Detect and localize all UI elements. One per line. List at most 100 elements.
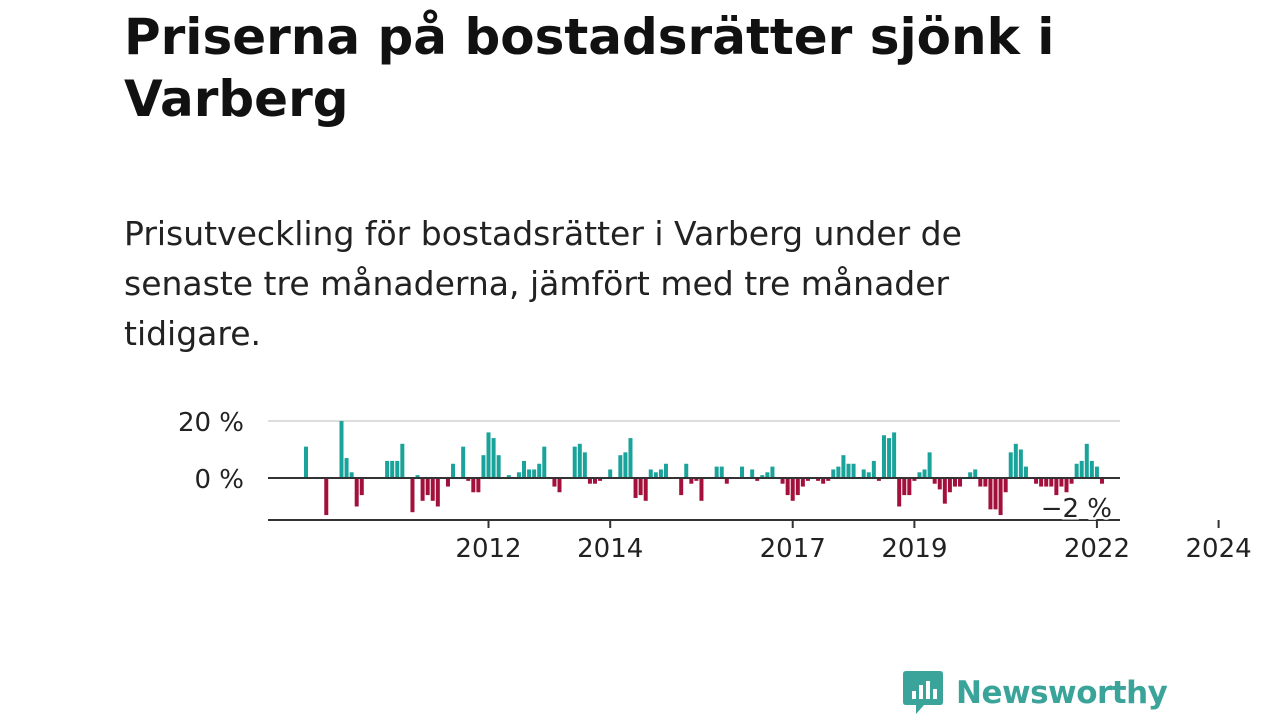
bar bbox=[821, 478, 826, 484]
bar bbox=[947, 478, 952, 493]
latest-value-annotation: −2 % bbox=[1041, 494, 1112, 524]
bar bbox=[552, 478, 557, 487]
bar bbox=[324, 478, 329, 516]
bar bbox=[400, 443, 405, 478]
bar bbox=[897, 478, 902, 507]
bar bbox=[476, 478, 481, 493]
bar bbox=[689, 478, 694, 484]
chart-title: Priserna på bostadsrätter sjönk i Varber… bbox=[124, 8, 1055, 128]
bar bbox=[876, 478, 881, 481]
bar bbox=[542, 446, 547, 478]
bar bbox=[435, 478, 440, 507]
bar bbox=[724, 478, 729, 484]
bar bbox=[1084, 443, 1089, 478]
bar bbox=[471, 478, 476, 493]
bar bbox=[998, 478, 1003, 516]
newsworthy-logo-text: Newsworthy bbox=[956, 675, 1168, 711]
bar bbox=[1059, 478, 1064, 487]
bar bbox=[628, 438, 633, 478]
bar bbox=[892, 432, 897, 478]
bar bbox=[1094, 466, 1099, 478]
bar bbox=[861, 469, 866, 478]
x-tick-label: 2024 bbox=[1186, 534, 1252, 564]
bar bbox=[572, 446, 577, 478]
bar bbox=[623, 452, 628, 478]
bar bbox=[359, 478, 364, 496]
bar bbox=[445, 478, 450, 487]
bar bbox=[1074, 463, 1079, 478]
y-tick-label: 0 % bbox=[194, 465, 244, 495]
x-tick-label: 2012 bbox=[455, 534, 521, 564]
bar bbox=[1064, 478, 1069, 493]
newsworthy-logo: Newsworthy bbox=[902, 670, 1168, 716]
x-tick-label: 2022 bbox=[1064, 534, 1130, 564]
bar bbox=[537, 463, 542, 478]
bar bbox=[922, 469, 927, 478]
bar bbox=[638, 478, 643, 496]
x-tick-label: 2019 bbox=[881, 534, 947, 564]
bar bbox=[557, 478, 562, 493]
bar bbox=[993, 478, 998, 510]
bar bbox=[770, 466, 775, 478]
bar bbox=[983, 478, 988, 487]
bar bbox=[719, 466, 724, 478]
bar bbox=[968, 472, 973, 478]
bar bbox=[851, 463, 856, 478]
bar bbox=[1003, 478, 1008, 493]
bar bbox=[1049, 478, 1054, 487]
bar bbox=[598, 478, 603, 481]
bar bbox=[826, 478, 831, 481]
bar bbox=[633, 478, 638, 498]
bar bbox=[917, 472, 922, 478]
bar bbox=[415, 475, 420, 478]
bar bbox=[582, 452, 587, 478]
bar bbox=[831, 469, 836, 478]
bar bbox=[410, 478, 415, 513]
bar bbox=[496, 455, 501, 478]
bar bbox=[694, 478, 699, 481]
bar bbox=[1054, 478, 1059, 496]
bar bbox=[608, 469, 613, 478]
bar bbox=[592, 478, 597, 484]
bar bbox=[836, 466, 841, 478]
bar bbox=[755, 478, 760, 481]
bar bbox=[466, 478, 471, 481]
bar bbox=[304, 446, 308, 478]
bar bbox=[679, 478, 684, 496]
bar bbox=[486, 432, 491, 478]
bar bbox=[577, 443, 582, 478]
bar bbox=[618, 455, 623, 478]
bar bbox=[648, 469, 653, 478]
bars bbox=[304, 421, 1104, 516]
bar bbox=[866, 472, 871, 478]
bar bbox=[932, 478, 937, 484]
bar bbox=[973, 469, 978, 478]
bar bbox=[354, 478, 359, 507]
bar bbox=[430, 478, 435, 501]
bar bbox=[714, 466, 719, 478]
bar bbox=[978, 478, 983, 487]
bar bbox=[958, 478, 963, 487]
bar bbox=[841, 455, 846, 478]
bar bbox=[1023, 466, 1028, 478]
bar-chart: 0 % 20 % 2012 2014 2017 2019 2022 2024 −2 % bbox=[178, 408, 1252, 564]
bar bbox=[907, 478, 912, 496]
bar bbox=[740, 466, 745, 478]
bar bbox=[881, 435, 886, 478]
chart-subtitle: Prisutveckling för bostadsrätter i Varbe… bbox=[124, 214, 962, 353]
bar bbox=[1099, 478, 1104, 484]
bar bbox=[1079, 460, 1084, 478]
bar bbox=[790, 478, 795, 501]
bar bbox=[506, 475, 511, 478]
bar bbox=[390, 460, 395, 478]
bar bbox=[765, 472, 770, 478]
y-tick-label: 20 % bbox=[178, 408, 244, 438]
bar bbox=[339, 421, 344, 478]
bar bbox=[658, 469, 663, 478]
bar bbox=[902, 478, 907, 496]
bar bbox=[587, 478, 592, 484]
bar bbox=[846, 463, 851, 478]
bar bbox=[349, 472, 354, 478]
bar bbox=[927, 452, 932, 478]
bar bbox=[516, 472, 521, 478]
